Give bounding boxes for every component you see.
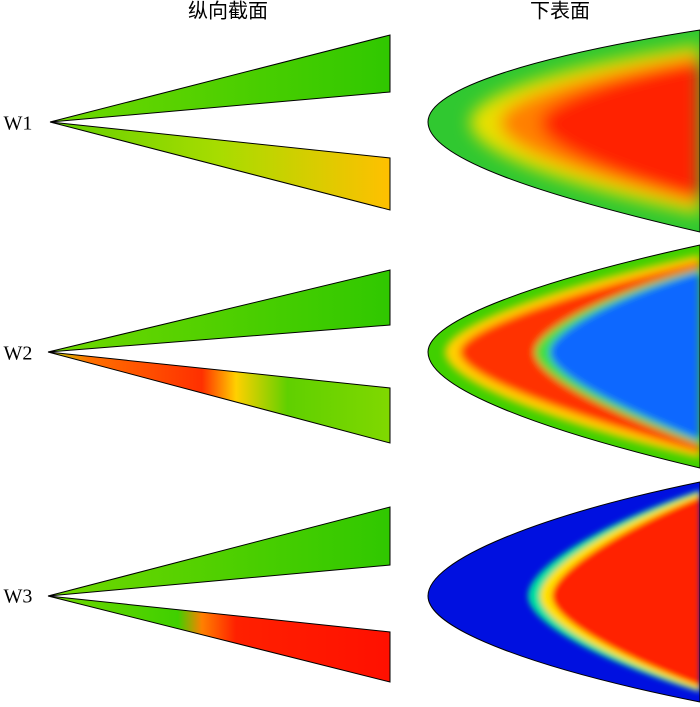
section-w3 — [47, 506, 391, 683]
surface-w2 — [427, 244, 700, 469]
section-w1 — [49, 34, 391, 211]
row-label: W2 — [4, 343, 33, 365]
column-title: 纵向截面 — [188, 0, 268, 23]
row-label: W3 — [4, 586, 33, 608]
surface-w1 — [427, 29, 700, 233]
surface-w3 — [427, 481, 700, 703]
row-label: W1 — [4, 113, 33, 135]
column-title: 下表面 — [530, 0, 590, 23]
section-w2 — [47, 269, 391, 444]
